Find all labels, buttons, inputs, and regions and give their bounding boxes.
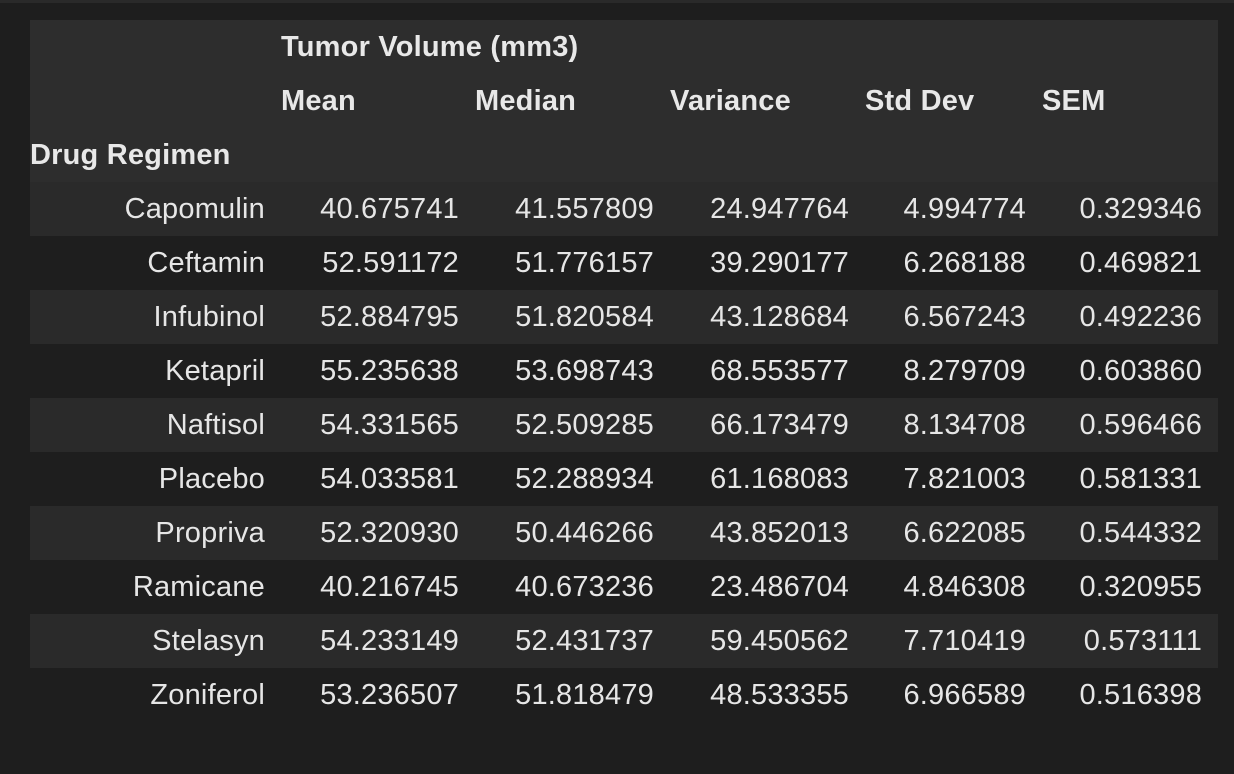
cell-std-dev: 6.567243	[903, 300, 1026, 333]
cell-mean: 53.236507	[320, 678, 459, 711]
cell-variance: 23.486704	[710, 570, 849, 603]
row-label: Ramicane	[132, 570, 265, 603]
cell-sem: 0.603860	[1079, 354, 1203, 387]
table-row: Capomulin 40.675741 41.557809 24.947764 4.99…	[30, 182, 1219, 236]
header-empty-cell	[865, 128, 1042, 182]
index-name-header: Drug Regimen	[30, 138, 231, 171]
cell-mean: 54.331565	[320, 408, 459, 441]
cell-mean: 54.233149	[320, 624, 459, 657]
table-row: Ceftamin 52.591172 51.776157 39.290177 6.268…	[30, 236, 1219, 290]
header-corner-cell	[30, 20, 281, 74]
row-label: Stelasyn	[152, 624, 265, 657]
output-divider	[0, 0, 1234, 3]
column-header-std-dev: Std Dev	[865, 84, 975, 117]
cell-median: 50.446266	[515, 516, 654, 549]
summary-statistics-table: Tumor Volume (mm3) Mean Median Variance …	[30, 20, 1219, 722]
cell-variance: 48.533355	[710, 678, 849, 711]
cell-sem: 0.573111	[1083, 624, 1203, 657]
column-header-sem: SEM	[1042, 84, 1106, 117]
header-empty-cell	[670, 128, 865, 182]
cell-variance: 59.450562	[710, 624, 849, 657]
cell-median: 51.820584	[515, 300, 654, 333]
header-row-columns: Mean Median Variance Std Dev SEM	[30, 74, 1219, 128]
row-label: Placebo	[158, 462, 265, 495]
column-group-header: Tumor Volume (mm3)	[281, 30, 579, 63]
cell-median: 52.509285	[515, 408, 654, 441]
row-label: Ketapril	[165, 354, 265, 387]
column-header-variance: Variance	[670, 84, 791, 117]
row-label: Propriva	[155, 516, 265, 549]
header-row-group: Tumor Volume (mm3)	[30, 20, 1219, 74]
cell-median: 52.288934	[515, 462, 654, 495]
cell-mean: 52.320930	[320, 516, 459, 549]
cell-sem: 0.469821	[1079, 246, 1203, 279]
cell-mean: 40.216745	[320, 570, 459, 603]
table-row: Ramicane 40.216745 40.673236 23.486704 4.846…	[30, 560, 1219, 614]
cell-std-dev: 7.821003	[903, 462, 1026, 495]
cell-mean: 52.591172	[322, 246, 459, 279]
cell-variance: 39.290177	[710, 246, 849, 279]
table-body: Capomulin 40.675741 41.557809 24.947764 4.99…	[30, 182, 1219, 722]
cell-variance: 68.553577	[710, 354, 849, 387]
cell-median: 41.557809	[515, 192, 654, 225]
cell-sem: 0.596466	[1079, 408, 1203, 441]
header-row-index-name: Drug Regimen	[30, 128, 1219, 182]
row-label: Capomulin	[124, 192, 265, 225]
cell-variance: 24.947764	[710, 192, 849, 225]
cell-median: 40.673236	[515, 570, 654, 603]
row-label: Infubinol	[153, 300, 265, 333]
cell-mean: 52.884795	[320, 300, 459, 333]
cell-sem: 0.544332	[1079, 516, 1203, 549]
cell-sem: 0.320955	[1079, 570, 1203, 603]
cell-sem: 0.581331	[1079, 462, 1203, 495]
cell-std-dev: 6.622085	[903, 516, 1026, 549]
cell-std-dev: 6.268188	[903, 246, 1026, 279]
cell-std-dev: 6.966589	[903, 678, 1026, 711]
cell-sem: 0.329346	[1079, 192, 1203, 225]
cell-std-dev: 8.279709	[903, 354, 1026, 387]
cell-std-dev: 4.994774	[903, 192, 1026, 225]
cell-median: 51.818479	[515, 678, 654, 711]
cell-variance: 61.168083	[710, 462, 849, 495]
table-row: Infubinol 52.884795 51.820584 43.128684 6.56…	[30, 290, 1219, 344]
column-header-median: Median	[475, 84, 577, 117]
cell-std-dev: 8.134708	[903, 408, 1026, 441]
cell-sem: 0.492236	[1079, 300, 1203, 333]
cell-variance: 66.173479	[710, 408, 849, 441]
cell-variance: 43.128684	[710, 300, 849, 333]
table-row: Zoniferol 53.236507 51.818479 48.533355 6.96…	[30, 668, 1219, 722]
cell-median: 53.698743	[515, 354, 654, 387]
table-row: Naftisol 54.331565 52.509285 66.173479 8.134…	[30, 398, 1219, 452]
column-header-mean: Mean	[281, 84, 356, 117]
table-row: Propriva 52.320930 50.446266 43.852013 6.622…	[30, 506, 1219, 560]
header-corner-cell	[30, 74, 281, 128]
cell-sem: 0.516398	[1079, 678, 1203, 711]
cell-median: 52.431737	[515, 624, 654, 657]
cell-median: 51.776157	[515, 246, 654, 279]
cell-mean: 40.675741	[320, 192, 459, 225]
cell-variance: 43.852013	[710, 516, 849, 549]
cell-mean: 54.033581	[320, 462, 459, 495]
cell-std-dev: 7.710419	[903, 624, 1026, 657]
cell-mean: 55.235638	[320, 354, 459, 387]
header-empty-cell	[1042, 128, 1218, 182]
cell-std-dev: 4.846308	[903, 570, 1026, 603]
row-label: Zoniferol	[150, 678, 265, 711]
header-empty-cell	[281, 128, 475, 182]
table-row: Stelasyn 54.233149 52.431737 59.450562 7.710…	[30, 614, 1219, 668]
row-label: Naftisol	[166, 408, 265, 441]
table-row: Placebo 54.033581 52.288934 61.168083 7.8210…	[30, 452, 1219, 506]
row-label: Ceftamin	[147, 246, 265, 279]
header-empty-cell	[475, 128, 670, 182]
table-row: Ketapril 55.235638 53.698743 68.553577 8.279…	[30, 344, 1219, 398]
